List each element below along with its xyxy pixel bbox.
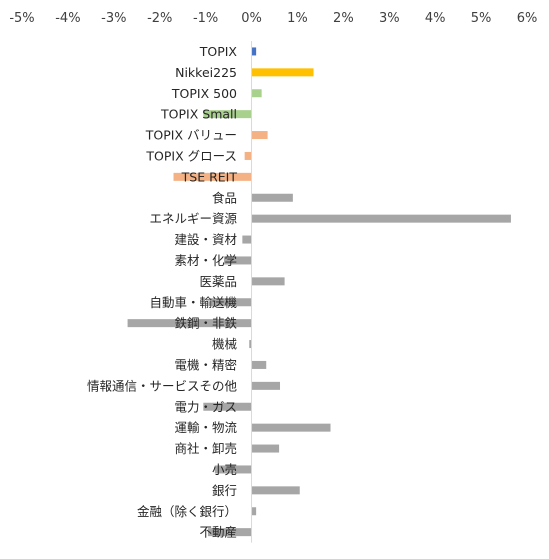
category-label: 自動車・輸送機 bbox=[149, 295, 237, 310]
bar bbox=[214, 465, 252, 474]
category-labels: TOPIX Nikkei225 TOPIX 500 TOPIX Small TOPIX … bbox=[87, 44, 238, 540]
bar bbox=[244, 151, 252, 160]
bar bbox=[251, 360, 267, 369]
bar bbox=[242, 235, 252, 244]
category-label: 電力・ガス bbox=[174, 399, 237, 414]
category-label: 小売 bbox=[212, 462, 237, 477]
x-tick-label: 6% bbox=[517, 11, 538, 26]
x-tick-label: 0% bbox=[241, 11, 262, 26]
bar bbox=[210, 298, 252, 307]
x-axis-ticks: -5% -4% -3% -2% -1% 0% 1% 2% 3% 4% 5% 6% bbox=[9, 11, 537, 26]
category-label: TOPIX バリュー bbox=[145, 128, 237, 143]
bar bbox=[251, 131, 268, 140]
x-tick-label: -2% bbox=[147, 11, 172, 26]
category-label: TOPIX bbox=[199, 44, 238, 59]
category-label: 素材・化学 bbox=[174, 253, 237, 268]
bar bbox=[251, 277, 285, 286]
category-label: TOPIX Small bbox=[160, 107, 237, 122]
bar bbox=[251, 89, 262, 98]
bar bbox=[251, 193, 293, 202]
category-label: TSE REIT bbox=[181, 169, 238, 184]
bar bbox=[249, 340, 252, 349]
category-label: Nikkei225 bbox=[175, 65, 237, 80]
category-label: TOPIX グロース bbox=[145, 148, 237, 163]
category-label: 建設・資材 bbox=[174, 232, 237, 247]
bar bbox=[173, 172, 252, 181]
x-tick-label: 5% bbox=[471, 11, 492, 26]
bar bbox=[251, 68, 314, 77]
bar bbox=[251, 214, 511, 223]
category-label: 不動産 bbox=[199, 525, 237, 540]
bar bbox=[127, 319, 252, 328]
category-label: 機械 bbox=[212, 337, 238, 352]
bar bbox=[251, 423, 331, 432]
category-label: 電機・精密 bbox=[174, 357, 237, 372]
category-label: 食品 bbox=[212, 190, 237, 205]
bar bbox=[224, 256, 252, 265]
x-tick-label: -3% bbox=[101, 11, 126, 26]
bars bbox=[127, 47, 511, 537]
category-label: エネルギー資源 bbox=[149, 211, 237, 226]
x-tick-label: -4% bbox=[55, 11, 80, 26]
category-label: 運輸・物流 bbox=[174, 420, 237, 435]
x-tick-label: 4% bbox=[425, 11, 446, 26]
x-tick-label: -1% bbox=[193, 11, 218, 26]
category-label: 金融（除く銀行） bbox=[137, 504, 237, 519]
bar bbox=[251, 507, 257, 516]
category-label: TOPIX 500 bbox=[171, 86, 237, 101]
category-label: 鉄鋼・非鉄 bbox=[174, 316, 237, 331]
category-label: 医薬品 bbox=[199, 274, 237, 289]
bar bbox=[251, 381, 281, 390]
bar bbox=[207, 528, 252, 537]
bar bbox=[203, 402, 252, 411]
category-label: 銀行 bbox=[212, 483, 237, 498]
bar bbox=[251, 444, 280, 453]
bar bbox=[251, 47, 257, 56]
bar bbox=[203, 110, 252, 119]
x-tick-label: 2% bbox=[333, 11, 354, 26]
x-tick-label: 3% bbox=[379, 11, 400, 26]
category-label: 情報通信・サービスその他 bbox=[87, 378, 238, 393]
bar bbox=[251, 486, 300, 495]
x-tick-label: 1% bbox=[287, 11, 308, 26]
category-label: 商社・卸売 bbox=[174, 441, 237, 456]
x-tick-label: -5% bbox=[9, 11, 34, 26]
